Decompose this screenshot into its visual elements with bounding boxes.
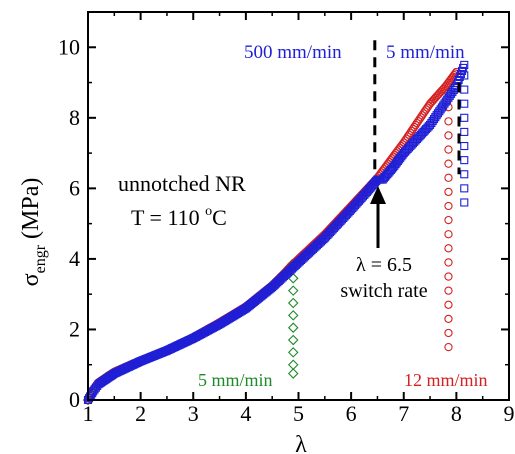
blue-loading-point xyxy=(460,60,469,69)
blue-drop-point xyxy=(460,184,469,193)
red-drop-point xyxy=(444,286,453,295)
blue-drop-point xyxy=(460,198,469,207)
y-axis-label: σengr (MPa) xyxy=(18,178,49,287)
blue-drop-point xyxy=(460,85,469,94)
red-drop-point xyxy=(444,342,453,352)
y-axis-label-symbol: σ xyxy=(18,273,44,286)
annotation-rate-12-red: 12 mm/min xyxy=(404,370,488,390)
green-drop-point xyxy=(287,297,299,309)
y-axis-label-unit: (MPa) xyxy=(18,178,44,245)
x-tick-label: 5 xyxy=(293,401,304,426)
y-tick-label: 0 xyxy=(69,387,80,412)
green-drop-point xyxy=(287,347,299,358)
annotation-rate-5-green: 5 mm/min xyxy=(198,370,273,390)
red-drop-point xyxy=(444,244,453,253)
red-drop-point xyxy=(444,145,453,154)
temperature-value: T = 110 xyxy=(131,205,205,230)
blue-drop-point xyxy=(460,71,469,80)
blue-drop-point xyxy=(460,127,469,136)
red-drop-point xyxy=(444,117,453,126)
x-tick-label: 6 xyxy=(346,401,357,426)
blue-drop-point xyxy=(460,113,469,122)
red-drop-point xyxy=(444,187,453,197)
blue-drop-point xyxy=(460,156,469,165)
red-drop-point xyxy=(444,131,453,140)
green-drop-point xyxy=(287,310,299,321)
temperature-unit: C xyxy=(212,205,227,230)
y-axis-label-subscript: engr xyxy=(32,244,49,273)
red-drop-point xyxy=(444,201,453,211)
green-drop-point xyxy=(287,322,299,333)
y-tick-label: 8 xyxy=(69,105,80,130)
x-tick-label: 2 xyxy=(135,401,146,426)
annotation-sample: unnotched NR xyxy=(118,171,246,196)
blue-drop-point xyxy=(460,141,469,151)
blue-drop-point xyxy=(460,170,469,179)
red-drop-point xyxy=(444,272,453,281)
x-tick-label: 8 xyxy=(451,401,462,426)
annotation-switch-rate: switch rate xyxy=(340,280,427,302)
y-tick-label: 6 xyxy=(69,175,80,200)
green-drop-point xyxy=(287,285,299,296)
red-drop-point xyxy=(444,159,453,168)
data-marks xyxy=(82,60,469,406)
annotation-rate-5-blue: 5 mm/min xyxy=(386,42,465,63)
x-tick-label: 3 xyxy=(188,401,199,426)
x-tick-label: 4 xyxy=(240,401,251,426)
x-tick-label: 7 xyxy=(398,401,409,426)
annotation-temperature: T = 110 oC xyxy=(131,204,227,230)
axis-ticks: 1 2 3 4 5 6 7 8 9 0 2 4 6 8 10 xyxy=(58,12,515,426)
red-drop-point xyxy=(444,173,453,182)
red-drop-point xyxy=(444,314,453,324)
annotation-switch-lambda: λ = 6.5 xyxy=(356,254,412,276)
red-drop-point xyxy=(444,300,453,309)
x-axis-label: λ xyxy=(295,432,307,454)
red-drop-point xyxy=(444,328,453,338)
green-drop-point xyxy=(287,359,299,371)
x-tick-label: 9 xyxy=(504,401,515,426)
degree-superscript: o xyxy=(205,204,212,219)
y-tick-label: 2 xyxy=(69,316,80,341)
y-tick-label: 4 xyxy=(69,246,80,271)
dashed-guides xyxy=(373,40,461,175)
green-drop-point xyxy=(287,334,299,346)
red-drop-point xyxy=(444,258,453,267)
blue-drop-point xyxy=(460,99,469,108)
x-tick-label: 1 xyxy=(83,401,94,426)
y-tick-label: 10 xyxy=(58,34,80,59)
switch-rate-arrow xyxy=(370,186,386,248)
annotation-rate-500: 500 mm/min xyxy=(244,42,342,63)
red-drop-point xyxy=(444,230,453,239)
red-drop-point xyxy=(444,215,453,225)
green-drop-point xyxy=(287,368,299,379)
